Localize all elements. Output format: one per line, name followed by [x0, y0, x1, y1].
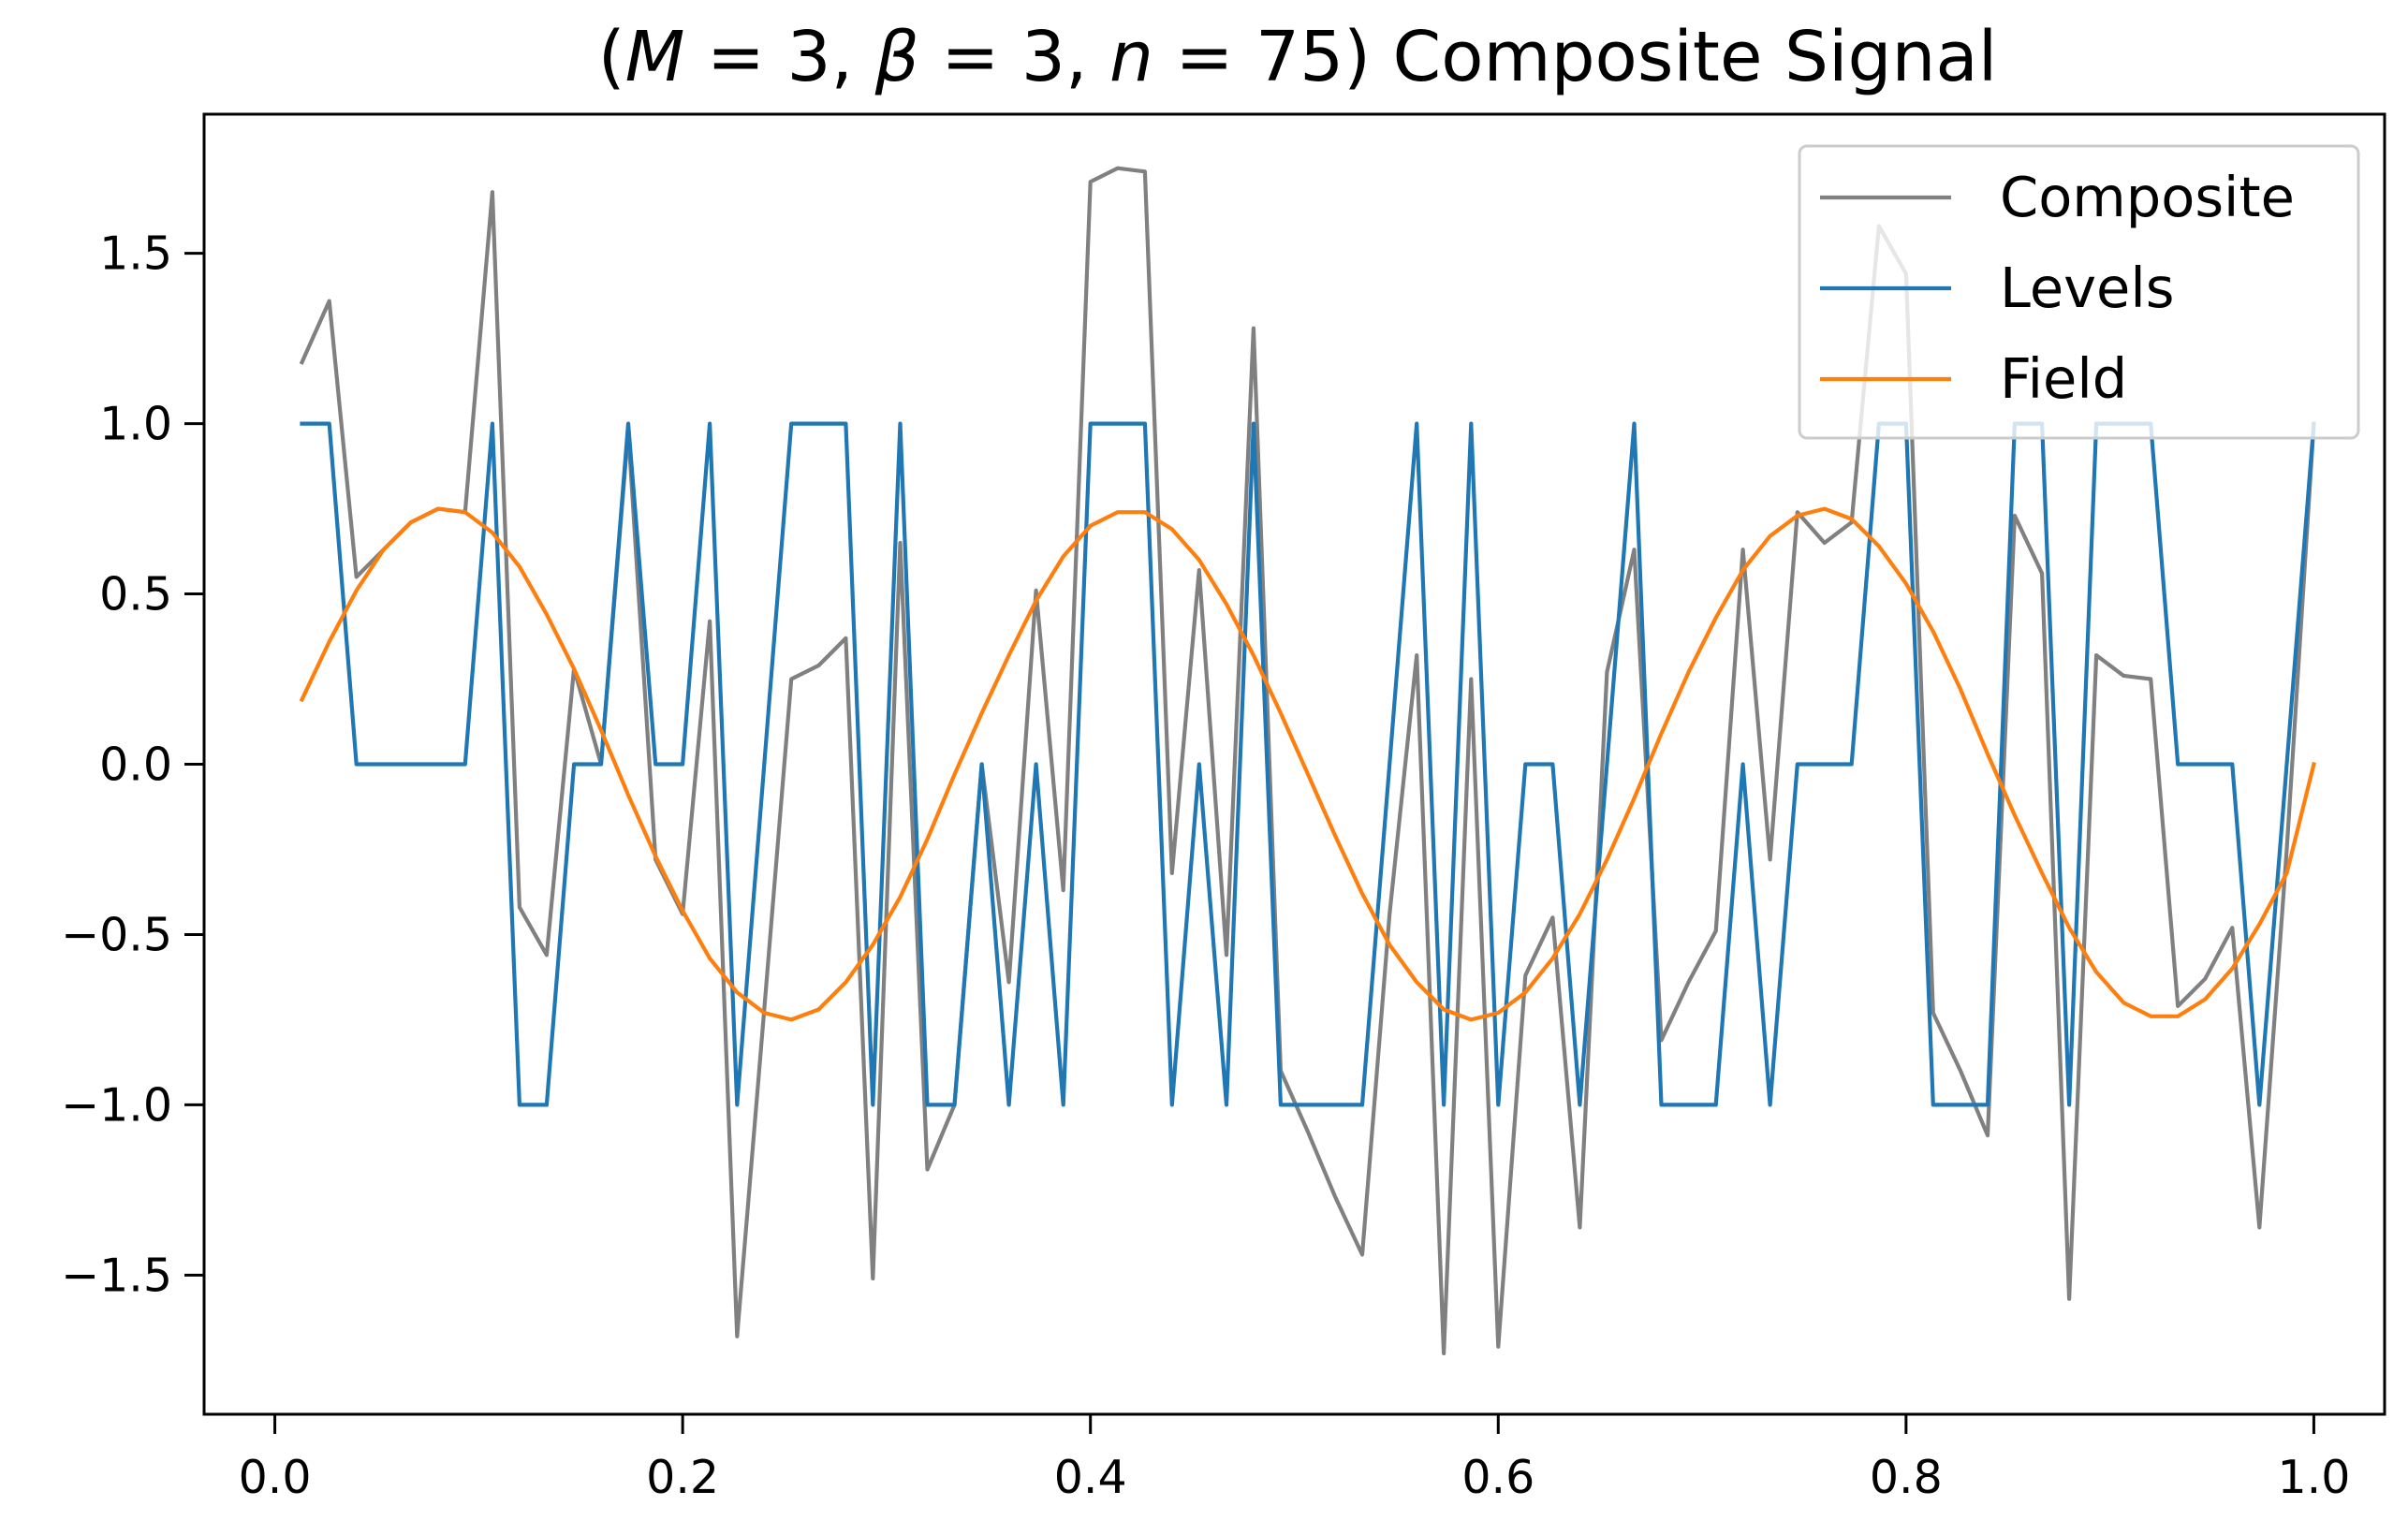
y-tick-label: 0.5: [99, 568, 172, 621]
title-var-n: n: [1109, 17, 1153, 97]
legend-label-composite: Composite: [2000, 165, 2295, 229]
title-var-m: M: [625, 17, 685, 97]
y-tick-label: 1.5: [99, 227, 172, 281]
legend-label-field: Field: [2000, 346, 2127, 411]
x-tick-label: 0.6: [1461, 1451, 1534, 1504]
series-line-field: [299, 506, 2316, 1022]
title-eq1: = 3,: [684, 17, 874, 97]
x-tick-label: 0.8: [1870, 1451, 1943, 1504]
y-tick-label: −1.5: [61, 1249, 172, 1302]
title-var-beta: β: [874, 17, 919, 97]
x-tick-label: 0.2: [646, 1451, 719, 1504]
x-tick-label: 1.0: [2277, 1451, 2350, 1504]
legend-frame: [1798, 144, 2360, 440]
y-tick-label: −1.0: [61, 1078, 172, 1132]
y-axis-ticks: 1.5 1.0 0.5 0.0 −0.5 −1.0 −1.5: [61, 227, 204, 1302]
series-line-levels: [300, 421, 2316, 1107]
y-tick-label: 0.0: [99, 738, 172, 792]
title-eq3: = 75): [1153, 17, 1393, 97]
plot-area-frame: [202, 112, 2386, 1416]
y-tick-label: 1.0: [99, 398, 172, 451]
title-open-paren: (: [598, 17, 625, 97]
x-tick-label: 0.4: [1054, 1451, 1127, 1504]
title-main-text: Composite Signal: [1393, 17, 1998, 97]
y-tick-label: −0.5: [61, 908, 172, 961]
x-axis-ticks: 0.0 0.2 0.4 0.6 0.8 1.0: [239, 1414, 2350, 1504]
title-eq2: = 3,: [919, 17, 1109, 97]
legend: Composite Levels Field: [1798, 144, 2360, 440]
chart-title: (M = 3, β = 3, n = 75) Composite Signal: [598, 17, 1998, 97]
legend-label-levels: Levels: [2000, 256, 2174, 320]
x-tick-label: 0.0: [239, 1451, 312, 1504]
series-line-composite: [299, 166, 2316, 1356]
series-layer: [299, 166, 2316, 1356]
